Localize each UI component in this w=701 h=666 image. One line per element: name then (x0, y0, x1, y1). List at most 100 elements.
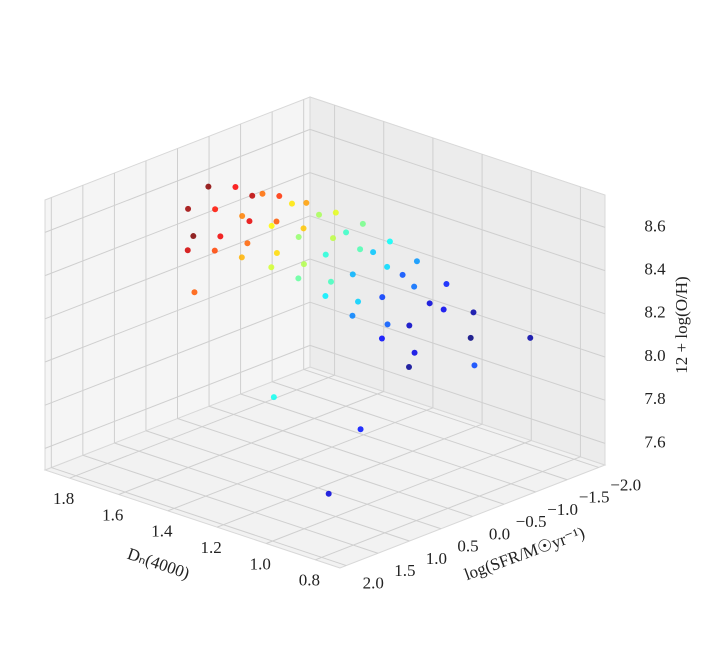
data-point (288, 200, 295, 207)
z-tick-label: 7.6 (644, 432, 665, 451)
data-point (426, 300, 433, 307)
data-point (405, 363, 412, 370)
grid-line (44, 128, 311, 233)
grid-line (44, 258, 311, 363)
grid-line (309, 258, 606, 358)
data-point (440, 306, 447, 313)
y-tick-label: −1.0 (547, 500, 578, 519)
data-point (413, 258, 420, 265)
grid-line (145, 430, 442, 530)
data-point (303, 199, 310, 206)
y-tick-label: −1.5 (579, 488, 610, 507)
y-tick-label: −0.5 (516, 512, 547, 531)
grid (44, 99, 606, 567)
grid-line (114, 442, 410, 542)
grid-line (303, 368, 599, 468)
data-point (273, 218, 280, 225)
data-point (295, 275, 302, 282)
x-tick-label: 1.4 (151, 522, 173, 541)
data-point (249, 192, 256, 199)
data-point (184, 247, 191, 254)
grid-line (51, 467, 347, 567)
data-point (191, 289, 198, 296)
y-tick-label: 1.5 (394, 561, 415, 580)
data-point (322, 292, 329, 299)
data-point (378, 335, 385, 342)
grid-line (44, 215, 311, 320)
grid-line (44, 344, 311, 449)
data-point (238, 254, 245, 261)
data-point (244, 240, 251, 247)
grid-line (240, 393, 536, 493)
data-point (211, 247, 218, 254)
x-tick-label: 1.8 (53, 489, 74, 508)
data-point (343, 229, 350, 236)
grid-line (309, 301, 606, 401)
data-point (212, 206, 219, 213)
data-point (411, 283, 418, 290)
data-point (399, 271, 406, 278)
z-axis-label: 12 + log(O/H) (672, 276, 691, 373)
z-tick-label: 8.4 (644, 260, 666, 279)
data-point (325, 490, 332, 497)
points (184, 183, 534, 497)
data-point (295, 233, 302, 240)
data-point (349, 312, 356, 319)
grid-line (309, 128, 606, 228)
grid-line (44, 301, 311, 406)
y-tick-label: 2.0 (363, 573, 384, 592)
grid-line (271, 381, 568, 481)
data-point (327, 278, 334, 285)
data-point (386, 238, 393, 245)
data-point (470, 309, 477, 316)
data-point (370, 249, 377, 256)
x-axis-label: Dₙ(4000) (125, 544, 192, 583)
data-point (185, 205, 192, 212)
data-point (467, 334, 474, 341)
x-tick-label: 1.2 (200, 538, 221, 557)
grid-line (44, 172, 311, 277)
data-point (205, 183, 212, 190)
data-point (332, 209, 339, 216)
data-point (357, 426, 364, 433)
data-point (349, 271, 356, 278)
data-point (384, 321, 391, 328)
data-point (411, 349, 418, 356)
data-point (384, 263, 391, 270)
z-tick-label: 8.6 (644, 216, 665, 235)
grid-line (309, 215, 606, 315)
grid-line (309, 172, 606, 272)
data-point (268, 264, 275, 271)
data-point (355, 298, 362, 305)
y-tick-label: 0.0 (489, 524, 510, 543)
x-tick-label: 0.8 (299, 571, 320, 590)
grid-line (309, 344, 606, 444)
data-point (273, 250, 280, 257)
data-point (270, 394, 277, 401)
data-point (527, 334, 534, 341)
data-point (357, 246, 364, 253)
z-tick-label: 8.2 (644, 303, 665, 322)
y-axis-label: log(SFR/M☉yr⁻¹) (462, 523, 587, 584)
data-point (322, 251, 329, 258)
grid-line (208, 405, 505, 505)
data-point (239, 213, 246, 220)
z-tick-label: 7.8 (644, 389, 665, 408)
z-tick-label: 8.0 (644, 346, 665, 365)
y-tick-label: 0.5 (457, 537, 478, 556)
panes (43, 96, 607, 569)
data-point (316, 211, 323, 218)
labels: 0.81.01.21.41.61.82.01.51.00.50.0−0.5−1.… (53, 216, 666, 592)
data-point (190, 233, 197, 240)
grid-line (82, 454, 379, 554)
x-tick-label: 1.0 (250, 554, 271, 573)
data-point (443, 280, 450, 287)
data-point (217, 233, 224, 240)
grid-line (177, 418, 473, 517)
data-point (259, 190, 266, 197)
data-point (406, 322, 413, 329)
data-point (471, 362, 478, 369)
x-tick-label: 1.6 (102, 505, 123, 524)
data-point (330, 235, 337, 242)
